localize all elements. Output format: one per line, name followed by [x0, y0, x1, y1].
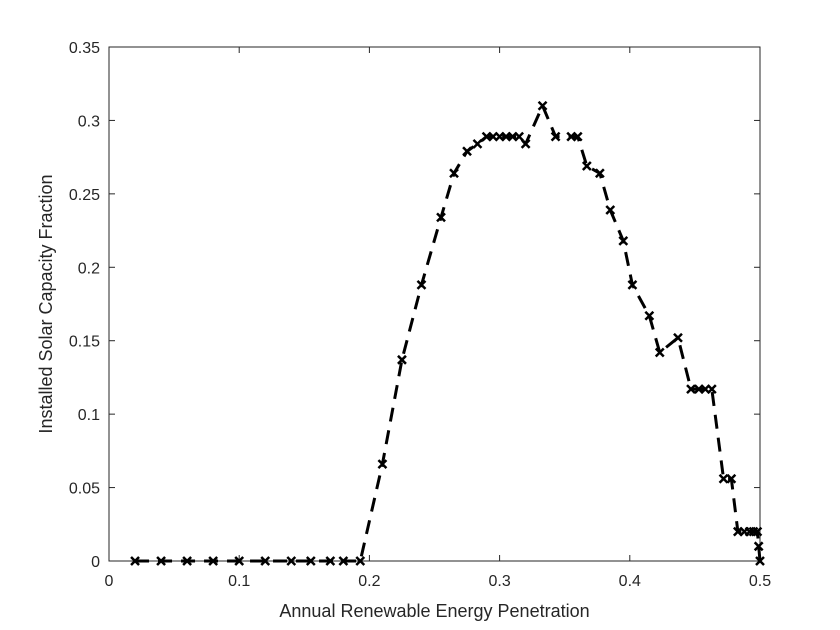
data-point-marker [537, 100, 548, 111]
series-line [135, 104, 762, 563]
y-tick-label: 0.1 [78, 407, 100, 424]
data-point-marker [377, 459, 388, 469]
x-tick-label: 0.3 [488, 573, 510, 590]
data-point-marker [462, 146, 472, 157]
data-point-marker [305, 556, 316, 566]
y-axis-ticks: 0 0.05 0.1 0.15 0.2 0.25 0.3 0.35 [69, 40, 760, 571]
x-axis-ticks: 0 0.1 0.2 0.3 0.4 0.5 [105, 47, 771, 590]
y-tick-label: 0.05 [69, 481, 100, 498]
data-point-marker [550, 131, 561, 142]
data-point-marker [706, 384, 717, 395]
x-tick-label: 0.2 [358, 573, 380, 590]
x-tick-label: 0 [105, 573, 114, 590]
y-tick-label: 0.2 [78, 260, 100, 277]
data-point-marker [130, 556, 140, 566]
x-tick-label: 0.1 [228, 573, 250, 590]
x-tick-label: 0.5 [749, 573, 771, 590]
data-point-marker [594, 168, 605, 179]
data-point-marker [686, 384, 696, 395]
data-point-marker [286, 556, 297, 566]
x-tick-label: 0.4 [619, 573, 641, 590]
data-point-marker [397, 354, 407, 365]
y-tick-label: 0.3 [78, 113, 100, 130]
data-point-marker [520, 139, 531, 149]
data-point-marker [325, 556, 336, 566]
data-point-marker [449, 168, 459, 179]
data-point-marker [581, 161, 592, 171]
data-point-marker [718, 473, 729, 484]
y-tick-label: 0.15 [69, 334, 100, 351]
data-point-marker [618, 235, 629, 246]
data-series [130, 100, 765, 566]
data-point-marker [156, 556, 166, 566]
data-point-marker [673, 332, 683, 343]
data-point-marker [514, 131, 525, 142]
y-tick-label: 0.25 [69, 187, 100, 204]
data-point-marker [472, 139, 483, 149]
y-tick-label: 0 [91, 554, 100, 571]
data-point-marker [654, 347, 665, 358]
data-point-marker [208, 556, 219, 566]
data-point-marker [355, 556, 366, 566]
data-point-marker [260, 556, 271, 566]
x-axis-label: Annual Renewable Energy Penetration [279, 601, 589, 621]
plot-area [108, 46, 761, 562]
y-tick-label: 0.35 [69, 40, 100, 57]
data-point-marker [627, 280, 638, 290]
data-point-marker [752, 526, 763, 537]
data-point-marker [726, 473, 737, 484]
data-point-marker [182, 556, 193, 566]
data-point-marker [572, 131, 583, 142]
data-point-marker [436, 212, 446, 223]
data-point-marker [416, 280, 427, 290]
data-point-marker [644, 310, 655, 321]
data-point-marker [234, 556, 245, 566]
y-axis-label: Installed Solar Capacity Fraction [36, 174, 56, 433]
data-point-marker [753, 541, 764, 552]
data-point-marker [338, 556, 349, 566]
data-point-marker [605, 205, 616, 215]
data-point-marker [755, 556, 765, 566]
